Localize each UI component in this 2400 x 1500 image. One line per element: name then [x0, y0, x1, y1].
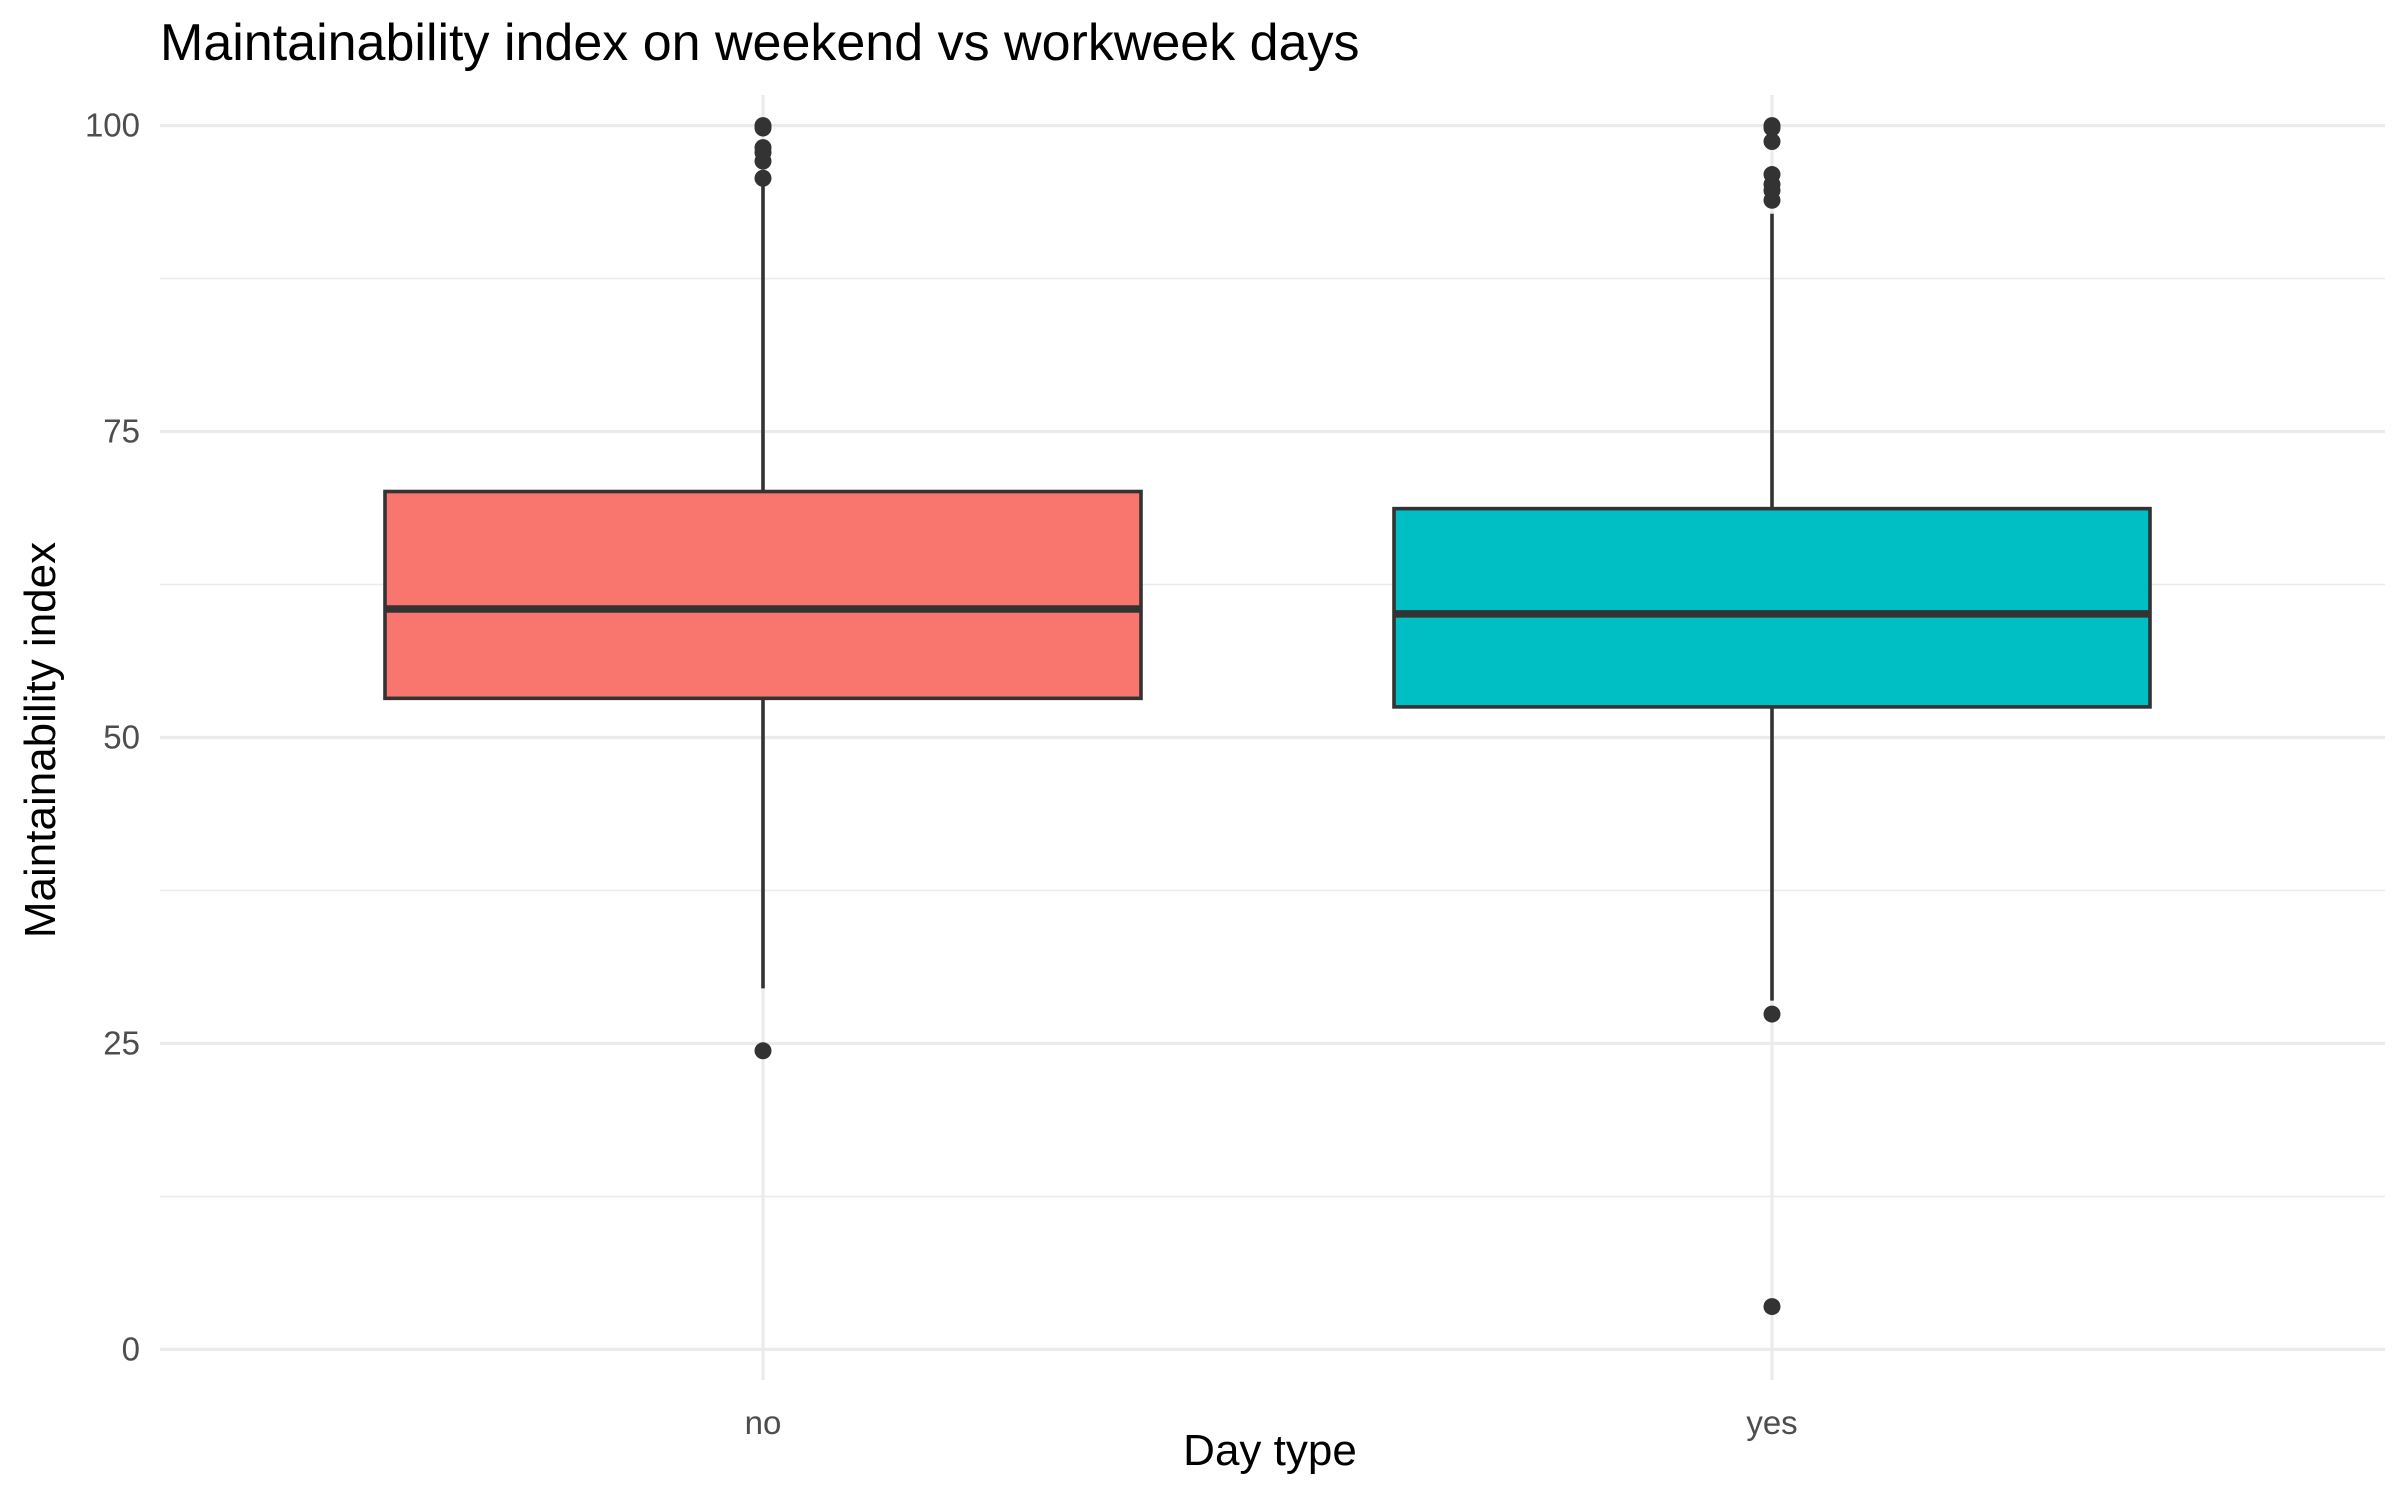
x-tick-label: no	[745, 1404, 782, 1441]
chart-title: Maintainability index on weekend vs work…	[160, 14, 1360, 72]
y-tick-label: 100	[85, 107, 140, 144]
y-axis-title: Maintainability index	[16, 542, 65, 938]
outlier-point	[754, 1042, 772, 1060]
y-tick-label: 50	[103, 719, 140, 756]
boxes-layer	[383, 117, 2152, 1316]
x-axis-title: Day type	[1183, 1426, 1357, 1475]
y-tick-labels: 0 25 50 75 100	[85, 107, 140, 1368]
y-tick-label: 0	[122, 1330, 140, 1367]
box-no	[383, 117, 1143, 1060]
y-tick-label: 25	[103, 1024, 140, 1061]
outlier-point	[1763, 133, 1781, 151]
box-iqr	[1392, 506, 2152, 709]
outlier-point	[1763, 1298, 1781, 1316]
x-tick-label: yes	[1746, 1404, 1797, 1441]
outlier-point	[1763, 117, 1781, 135]
outlier-point	[754, 117, 772, 135]
box-yes	[1392, 117, 2152, 1316]
outlier-point	[754, 169, 772, 187]
x-tick-labels: no yes	[745, 1404, 1798, 1441]
outlier-point	[1763, 166, 1781, 184]
outlier-point	[754, 139, 772, 157]
outlier-point	[1763, 1005, 1781, 1023]
y-tick-label: 75	[103, 413, 140, 450]
box-iqr	[383, 489, 1143, 701]
